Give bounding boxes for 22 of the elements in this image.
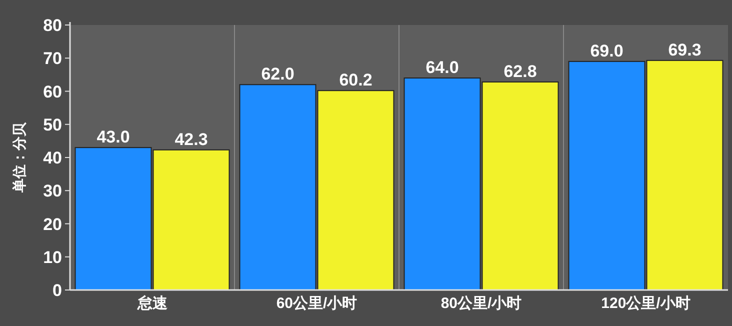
y-tick-label: 30 [43, 182, 62, 201]
y-axis-title: 单位：分贝 [11, 122, 27, 194]
y-tick-label: 40 [43, 148, 62, 168]
y-tick-label: 20 [43, 214, 62, 234]
y-tick-label: 60 [43, 82, 62, 102]
x-tick-label: 80公里/小时 [440, 295, 522, 312]
y-tick-label: 0 [52, 281, 62, 300]
data-label: 69.0 [590, 41, 624, 60]
data-label: 42.3 [174, 130, 208, 149]
y-tick-label: 50 [43, 115, 62, 134]
y-tick-label: 80 [43, 16, 62, 35]
y-tick-label: 10 [43, 248, 62, 267]
x-tick-label: 120公里/小时 [601, 295, 690, 312]
data-label: 62.8 [504, 62, 537, 81]
data-label: 64.0 [426, 58, 459, 77]
x-tick-label: 60公里/小时 [276, 295, 358, 312]
x-tick-label: 怠速 [136, 294, 168, 312]
data-label: 60.2 [339, 70, 372, 90]
data-label: 62.0 [261, 64, 294, 84]
data-label: 69.3 [668, 40, 702, 60]
y-tick-label: 70 [43, 49, 62, 68]
data-label: 43.0 [96, 128, 130, 147]
